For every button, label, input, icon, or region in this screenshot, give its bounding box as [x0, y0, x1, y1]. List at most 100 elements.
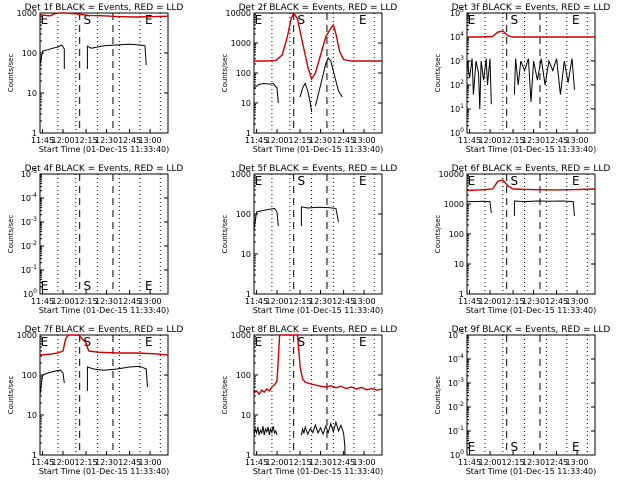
panel-title: Det 7f BLACK = Events, RED = LLD: [25, 325, 184, 335]
x-tick-label: 13:00: [353, 458, 376, 467]
panel-title: Det 6f BLACK = Events, RED = LLD: [452, 164, 611, 174]
x-tick-label: 12:15: [289, 458, 312, 467]
series-line-events: [513, 58, 575, 102]
x-tick-label: 13:00: [566, 297, 589, 306]
y-tick-label: 1000: [231, 170, 251, 179]
panel-det-5: Det 5f BLACK = Events, RED = LLD 1 10 100 10…: [221, 164, 397, 315]
y-tick-label: 10-5: [21, 168, 37, 179]
y-tick-label: 105: [450, 7, 464, 18]
y-tick-label: 100: [236, 371, 251, 380]
y-tick-label: 100: [450, 449, 464, 460]
y-tick-label: 10-4: [448, 353, 464, 364]
y-tick-label: 100: [449, 230, 464, 239]
y-axis-label: Counts/sec: [221, 54, 229, 93]
panel-title: Det 1f BLACK = Events, RED = LLD: [25, 3, 184, 13]
panel-det-6: Det 6f BLACK = Events, RED = LLD 1 10 100 10…: [434, 164, 610, 315]
time-marker-s: S: [84, 13, 92, 27]
time-marker-s: S: [298, 174, 306, 188]
x-tick-label: 13:00: [566, 136, 589, 145]
plot-frame: [39, 12, 169, 134]
x-tick-label: 12:30: [522, 297, 545, 306]
plot-frame: [253, 12, 383, 134]
y-tick-label: 10-3: [21, 216, 37, 227]
y-tick-label: 1000: [17, 331, 37, 340]
series-line-events: [253, 426, 278, 436]
panel-det-4: Det 4f BLACK = Events, RED = LLD 100 10-1 1…: [7, 164, 183, 315]
y-tick-label: 104: [450, 31, 464, 42]
plot-frame: [466, 12, 596, 134]
x-axis-label: Start Time (01-Dec-15 11:33:40): [253, 306, 384, 315]
x-tick-label: 12:30: [309, 297, 332, 306]
y-tick-label: 10-4: [21, 192, 37, 203]
x-tick-label: 12:45: [118, 136, 141, 145]
x-tick-label: 12:30: [95, 136, 118, 145]
y-tick-label: 10000: [439, 170, 464, 179]
x-tick-label: 13:00: [139, 458, 162, 467]
series-line-events: [300, 206, 339, 226]
y-tick-label: 103: [450, 55, 464, 66]
series-line-lld: [467, 30, 595, 38]
x-tick-label: 12:45: [545, 136, 568, 145]
time-marker-s: S: [298, 13, 306, 27]
time-marker-e: E: [41, 335, 49, 349]
series-line-events: [253, 82, 279, 104]
y-tick-label: 10: [27, 89, 37, 98]
time-marker-e: E: [468, 174, 476, 188]
x-tick-label: 12:00: [266, 297, 289, 306]
y-axis-label: Counts/sec: [7, 215, 15, 254]
series-line-events: [466, 200, 492, 222]
x-tick-label: 12:30: [522, 136, 545, 145]
x-tick-label: 11:45: [31, 136, 54, 145]
plot-frame: [253, 334, 383, 456]
x-axis-label: Start Time (01-Dec-15 11:33:40): [253, 467, 384, 476]
time-marker-e: E: [41, 279, 49, 293]
y-tick-label: 10-5: [448, 329, 464, 340]
time-marker-e: E: [145, 279, 153, 293]
x-tick-label: 12:00: [479, 297, 502, 306]
x-tick-label: 12:15: [75, 458, 98, 467]
y-tick-label: 10-3: [448, 377, 464, 388]
series-line-events: [466, 58, 492, 110]
x-tick-label: 12:15: [75, 136, 98, 145]
x-tick-label: 11:45: [458, 297, 481, 306]
series-line-events: [253, 207, 279, 231]
time-marker-e: E: [145, 13, 153, 27]
x-tick-label: 12:15: [289, 297, 312, 306]
x-tick-label: 12:15: [502, 136, 525, 145]
y-tick-label: 102: [450, 79, 464, 90]
time-marker-e: E: [359, 13, 367, 27]
y-tick-label: 1: [32, 129, 37, 138]
y-tick-label: 1: [246, 451, 251, 460]
x-tick-label: 12:00: [52, 136, 75, 145]
panel-det-1: Det 1f BLACK = Events, RED = LLD 1 10 100 10…: [7, 3, 183, 154]
x-tick-label: 13:00: [566, 458, 589, 467]
time-marker-e: E: [255, 335, 263, 349]
y-axis-label: Counts/sec: [7, 376, 15, 415]
y-tick-label: 10000: [226, 9, 251, 18]
x-tick-label: 12:45: [118, 297, 141, 306]
time-marker-s: S: [84, 335, 92, 349]
time-marker-e: E: [572, 440, 580, 454]
panel-det-7: Det 7f BLACK = Events, RED = LLD 1 10 100 10…: [7, 325, 183, 476]
time-marker-e: E: [359, 335, 367, 349]
y-tick-label: 10-1: [21, 264, 37, 275]
time-marker-e: E: [572, 13, 580, 27]
time-marker-e: E: [572, 174, 580, 188]
panel-det-3: Det 3f BLACK = Events, RED = LLD 100 101 10…: [434, 3, 610, 154]
x-tick-label: 13:00: [353, 297, 376, 306]
series-line-events: [39, 44, 65, 69]
plot-frame: [466, 173, 596, 295]
series-line-events: [300, 420, 346, 455]
x-tick-label: 12:30: [309, 458, 332, 467]
panel-title: Det 8f BLACK = Events, RED = LLD: [239, 325, 398, 335]
x-tick-label: 12:00: [479, 458, 502, 467]
x-tick-label: 12:30: [95, 458, 118, 467]
x-tick-label: 13:00: [139, 297, 162, 306]
time-marker-e: E: [468, 440, 476, 454]
x-tick-label: 11:45: [245, 458, 268, 467]
series-line-lld: [39, 334, 169, 356]
series-line-lld: [39, 12, 169, 18]
time-marker-s: S: [84, 279, 92, 293]
x-tick-label: 11:45: [458, 458, 481, 467]
